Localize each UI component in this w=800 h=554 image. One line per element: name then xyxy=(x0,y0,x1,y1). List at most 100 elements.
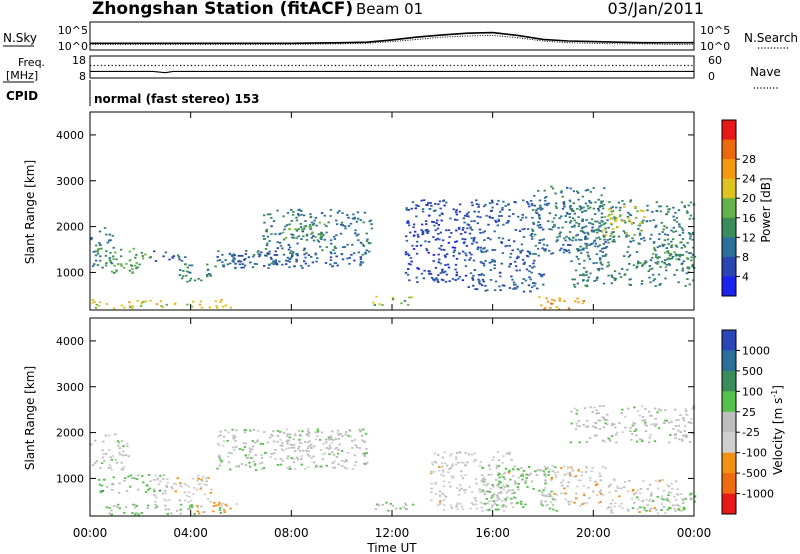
echo-cell xyxy=(118,507,121,510)
echo-cell xyxy=(632,493,636,495)
echo-cell xyxy=(261,467,264,470)
echo-cell xyxy=(629,214,633,217)
echo-cell xyxy=(459,484,462,487)
echo-cell xyxy=(583,494,586,497)
echo-cell xyxy=(228,252,232,255)
y-tick-label: 2000 xyxy=(56,221,84,234)
echo-cell xyxy=(449,217,452,220)
echo-cell xyxy=(618,495,621,498)
echo-cell xyxy=(310,236,313,239)
echo-cell xyxy=(632,222,635,224)
echo-cell xyxy=(134,513,137,516)
echo-cell xyxy=(304,225,308,227)
echo-cell xyxy=(479,461,482,463)
echo-cell xyxy=(101,490,105,492)
echo-cell xyxy=(487,473,490,476)
echo-cell xyxy=(637,498,640,501)
echo-cell xyxy=(232,254,235,256)
echo-cell xyxy=(358,447,362,449)
echo-cell xyxy=(613,216,616,219)
echo-cell xyxy=(488,468,492,471)
echo-cell xyxy=(357,251,360,254)
echo-cell xyxy=(598,405,602,407)
echo-cell xyxy=(511,278,514,281)
echo-cell xyxy=(673,495,676,498)
echo-cell xyxy=(185,270,189,273)
echo-cell xyxy=(288,258,291,260)
echo-cell xyxy=(331,462,334,464)
echo-cell xyxy=(544,487,547,489)
echo-cell xyxy=(466,461,469,464)
echo-cell xyxy=(240,463,244,465)
echo-cell xyxy=(516,501,519,504)
echo-cell xyxy=(368,220,371,223)
echo-cell xyxy=(353,252,356,255)
echo-cell xyxy=(518,230,522,232)
echo-cell xyxy=(314,217,318,219)
echo-cell xyxy=(580,227,584,230)
echo-cell xyxy=(601,263,604,266)
echo-cell xyxy=(409,231,412,234)
echo-cell xyxy=(558,297,561,300)
echo-cell xyxy=(669,253,673,255)
echo-cell xyxy=(108,512,111,515)
echo-cell xyxy=(304,467,307,470)
echo-cell xyxy=(493,230,496,233)
echo-cell xyxy=(582,485,586,487)
echo-cell xyxy=(354,461,358,463)
echo-cell xyxy=(606,239,609,241)
echo-cell xyxy=(321,249,324,252)
echo-cell xyxy=(628,480,631,482)
echo-cell xyxy=(632,239,635,242)
echo-cell xyxy=(450,453,453,455)
echo-cell xyxy=(587,207,590,210)
freq-tick-8: 8 xyxy=(79,70,86,83)
echo-cell xyxy=(650,493,653,496)
echo-cell xyxy=(260,251,263,254)
time-axis-ticklabels: 00:00 04:00 08:00 12:00 16:00 20:00 00:00 xyxy=(73,526,712,540)
echo-cell xyxy=(269,256,273,259)
echo-cell xyxy=(497,471,500,474)
echo-cell xyxy=(445,229,448,232)
echo-cell xyxy=(501,500,504,502)
echo-cell xyxy=(503,486,507,488)
echo-cell xyxy=(683,205,686,207)
echo-cell xyxy=(678,505,682,508)
echo-cell xyxy=(257,429,260,432)
echo-cell xyxy=(646,504,649,507)
echo-cell xyxy=(554,474,558,476)
echo-cell xyxy=(329,251,332,254)
echo-cell xyxy=(486,502,489,505)
echo-cell xyxy=(532,488,535,490)
echo-cell xyxy=(564,249,567,251)
echo-cell xyxy=(674,504,677,507)
echo-cell xyxy=(440,248,443,251)
echo-cell xyxy=(609,440,612,442)
echo-cell xyxy=(295,219,299,222)
echo-cell xyxy=(108,239,111,242)
echo-cell xyxy=(610,509,613,512)
echo-cell xyxy=(300,458,303,460)
echo-cell xyxy=(682,244,686,247)
echo-cell xyxy=(544,468,548,470)
echo-cell xyxy=(112,476,115,479)
echo-cell xyxy=(528,276,531,279)
echo-cell xyxy=(492,485,495,488)
echo-cell xyxy=(594,201,597,204)
echo-cell xyxy=(229,507,232,510)
echo-cell xyxy=(99,255,102,258)
echo-cell xyxy=(361,243,365,246)
echo-cell xyxy=(577,223,581,225)
echo-cell xyxy=(499,491,503,493)
echo-cell xyxy=(347,225,351,227)
echo-cell xyxy=(675,269,679,271)
echo-cell xyxy=(200,478,203,481)
echo-cell xyxy=(306,447,310,450)
echo-cell xyxy=(497,218,500,221)
echo-cell xyxy=(501,506,504,509)
echo-cell xyxy=(569,244,572,246)
echo-cell xyxy=(329,259,333,261)
echo-cell xyxy=(185,484,188,486)
y-tick-label: 1000 xyxy=(56,472,84,485)
